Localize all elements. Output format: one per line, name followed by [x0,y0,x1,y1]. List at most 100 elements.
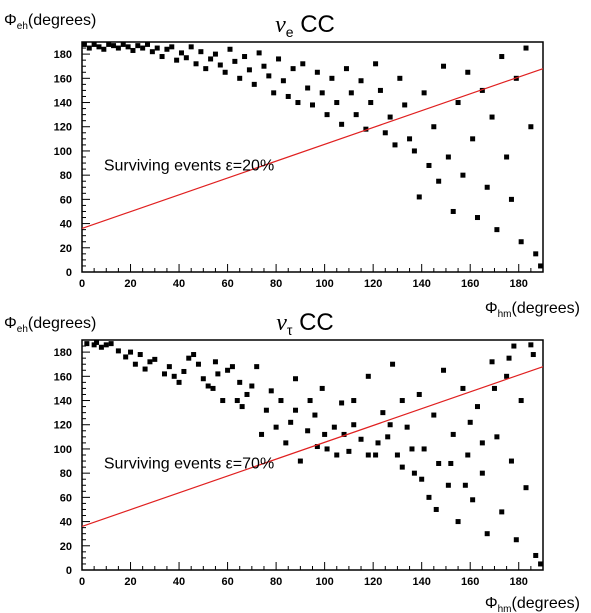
data-point [200,376,206,382]
data-point [426,494,432,500]
data-point [229,364,235,370]
y-tick-label: 120 [54,122,72,134]
data-point [149,49,155,55]
x-tick-label: 20 [124,576,136,588]
y-tick-label: 120 [54,420,72,432]
data-point [399,398,405,404]
x-tick-label: 140 [413,278,431,290]
data-point [242,54,248,60]
data-point [130,47,136,53]
data-point [278,398,284,404]
data-point [499,54,505,60]
data-point [285,93,291,99]
y-tick-label: 20 [60,243,72,255]
data-point [81,41,87,47]
x-tick-label: 60 [221,576,233,588]
data-point [227,46,233,52]
data-point [295,100,301,106]
data-point [94,339,100,345]
data-point [441,367,447,373]
data-point [450,431,456,437]
data-point [518,398,524,404]
data-point [174,57,180,63]
annotation-label: Surviving events ε=20% [104,157,274,174]
y-tick-label: 60 [60,194,72,206]
data-point [115,348,121,354]
x-tick-label: 100 [315,278,333,290]
x-tick-label: 40 [173,278,185,290]
data-point [307,398,313,404]
data-point [254,364,260,370]
data-point [375,440,381,446]
y-tick-label: 100 [54,444,72,456]
data-point [222,69,228,75]
data-point [300,61,306,67]
data-point [244,391,250,397]
data-point [465,452,471,458]
data-point [217,62,223,68]
data-point [259,431,265,437]
data-point [210,385,216,391]
data-point [421,90,427,96]
data-point [499,509,505,515]
data-point [137,352,143,358]
data-point [115,45,121,51]
data-point [128,349,134,355]
cut-line [81,366,544,527]
data-point [387,422,393,428]
data-point [530,352,536,358]
data-point [237,75,243,81]
data-point [142,366,148,372]
data-point [339,121,345,127]
data-point [212,359,218,365]
data-point [234,398,240,404]
data-point [416,391,422,397]
data-point [266,73,272,79]
data-point [261,63,267,69]
data-point [474,404,480,410]
data-point [385,434,391,440]
data-point [205,383,211,389]
x-tick-label: 120 [364,278,382,290]
data-point [106,41,112,47]
cut-line [81,68,544,229]
data-point [489,114,495,120]
annotation-label: Surviving events ε=70% [104,455,274,472]
x-tick-label: 140 [413,576,431,588]
data-point [84,341,90,347]
data-point [319,385,325,391]
data-point [455,519,461,525]
data-point [448,460,454,466]
data-point [479,440,485,446]
data-point [365,452,371,458]
data-point [246,67,252,73]
x-tick-label: 160 [461,278,479,290]
y-tick-label: 140 [54,396,72,408]
data-point [346,448,352,454]
data-point [431,412,437,418]
data-point [394,452,400,458]
data-point [489,359,495,365]
data-point [467,419,473,425]
data-point [382,130,388,136]
data-point [159,54,165,60]
data-point [314,69,320,75]
y-tick-label: 100 [54,146,72,158]
scatter-panel-2: 0 20 40 60 80 100 120 140 160 180 0 20 40 60 80 100 120 1… [54,339,544,588]
data-point [268,388,274,394]
data-point [411,470,417,476]
data-point [491,385,497,391]
data-point [331,424,337,430]
y-tick-label: 160 [54,73,72,85]
data-point [288,419,294,425]
y-axis-label: Φeh(degrees) [4,315,96,335]
data-point [533,552,539,558]
data-point [523,485,529,491]
y-tick-label: 0 [66,267,72,279]
y-axis-label: Φeh(degrees) [4,12,96,32]
data-point [538,263,544,269]
x-tick-label: 180 [510,576,528,588]
y-tick-label: 80 [60,468,72,480]
data-point [176,379,182,385]
